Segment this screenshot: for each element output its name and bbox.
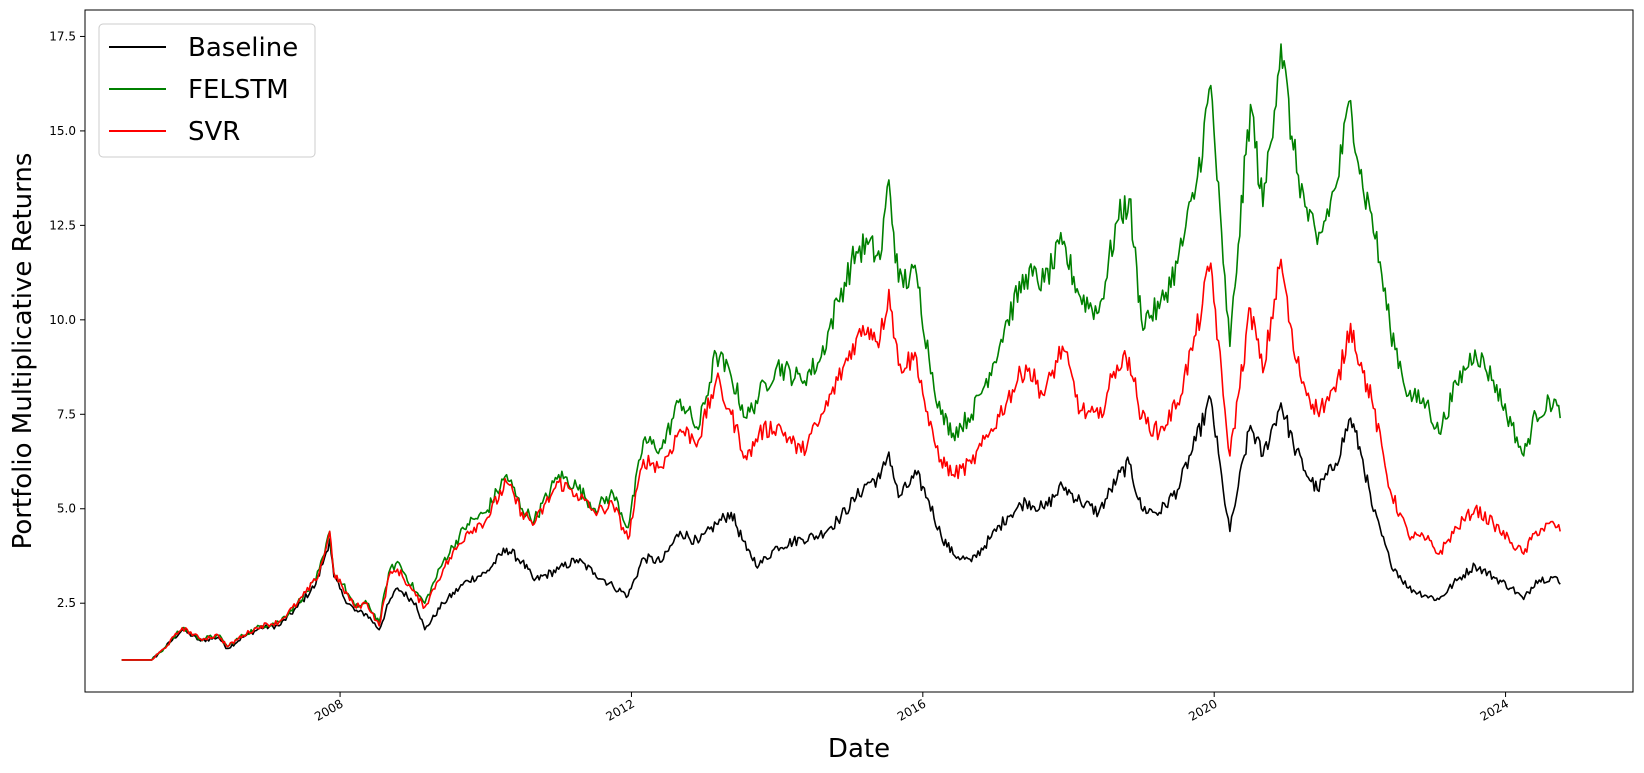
series-line-baseline <box>121 395 1561 661</box>
legend-label-svr: SVR <box>188 117 240 147</box>
y-tick-label: 17.5 <box>49 29 76 43</box>
y-tick-label: 15.0 <box>49 124 76 138</box>
plot-frame <box>84 9 1634 693</box>
x-tick-label: 2008 <box>312 696 345 723</box>
x-axis-label: Date <box>828 734 890 764</box>
x-tick-label: 2012 <box>603 696 636 723</box>
legend: Baseline FELSTM SVR <box>98 23 316 158</box>
y-tick-label: 12.5 <box>49 218 76 232</box>
y-tick-label: 10.0 <box>49 313 76 327</box>
y-axis-label: Portfolio Multiplicative Returns <box>8 153 38 550</box>
x-tick-label: 2020 <box>1186 696 1219 723</box>
legend-label-felstm: FELSTM <box>188 75 289 105</box>
series-line-svr <box>121 258 1561 661</box>
x-axis: 2008 2012 2016 2020 2024 <box>312 692 1511 724</box>
y-tick-label: 7.5 <box>57 407 76 421</box>
y-tick-label: 5.0 <box>57 502 76 516</box>
legend-label-baseline: Baseline <box>188 33 298 63</box>
y-axis: 2.5 5.0 7.5 10.0 12.5 15.0 17.5 <box>49 29 85 610</box>
x-tick-label: 2016 <box>895 696 928 723</box>
x-tick-label: 2024 <box>1478 696 1511 723</box>
legend-box <box>98 23 316 158</box>
series-layer <box>121 43 1561 661</box>
y-tick-label: 2.5 <box>57 596 76 610</box>
series-line-felstm <box>121 43 1561 661</box>
